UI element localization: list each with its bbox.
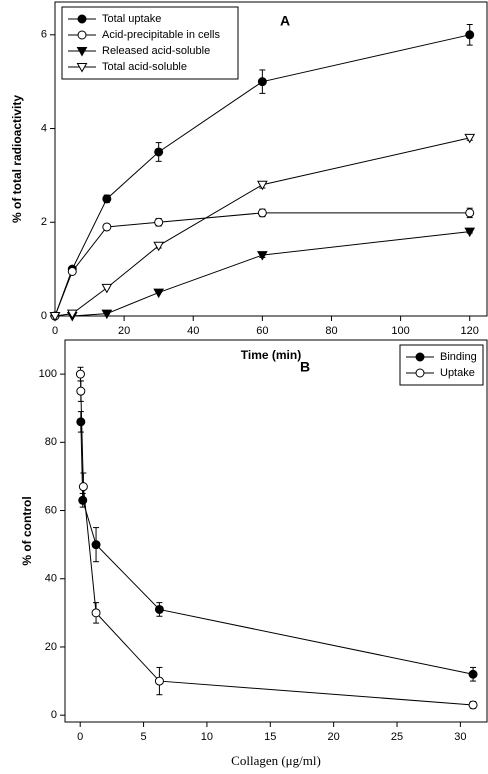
- y-tick-label: 0: [41, 310, 47, 322]
- series-line: [55, 231, 470, 317]
- marker: [465, 30, 475, 40]
- x-axis-label: Time (min): [241, 348, 301, 362]
- legend-marker: [77, 14, 87, 24]
- series-line: [54, 137, 470, 317]
- series-line: [80, 421, 474, 675]
- legend-label: Uptake: [440, 367, 475, 379]
- x-tick-label: 40: [187, 325, 199, 337]
- x-tick-label: 25: [391, 731, 403, 743]
- legend-label: Total acid-soluble: [102, 61, 187, 73]
- marker: [154, 676, 164, 686]
- y-tick-label: 80: [45, 436, 57, 448]
- marker: [154, 147, 164, 157]
- marker: [102, 222, 112, 232]
- panel: 0 20 40 60 80 100 120 0 2 4 6 Time (min) % of total …: [10, 1, 488, 362]
- y-tick-label: 60: [45, 504, 57, 516]
- marker: [153, 288, 165, 299]
- marker: [257, 251, 268, 261]
- x-tick-label: 120: [461, 325, 479, 337]
- marker: [464, 133, 476, 144]
- legend-marker: [76, 47, 88, 57]
- x-tick-label: 0: [52, 325, 58, 337]
- marker: [49, 312, 61, 322]
- x-tick-label: 30: [454, 731, 466, 743]
- y-tick-label: 20: [45, 641, 57, 653]
- marker: [468, 700, 478, 710]
- y-axis-label: % of total radioactivity: [10, 95, 24, 223]
- marker: [468, 669, 478, 679]
- x-axis-label: Collagen (μg/ml): [231, 753, 321, 768]
- marker: [102, 194, 112, 204]
- panel: 0 5 10 15 20 25 30 0 20 40 60 80 100 Collagen (μg/ml)…: [20, 339, 488, 768]
- legend-marker: [415, 368, 425, 378]
- legend-label: Released acid-soluble: [102, 45, 210, 57]
- marker: [154, 217, 164, 227]
- x-tick-label: 60: [256, 325, 268, 337]
- y-tick-label: 6: [41, 29, 47, 41]
- legend-label: Acid-precipitable in cells: [102, 29, 220, 41]
- y-tick-label: 4: [41, 122, 47, 134]
- marker: [257, 77, 267, 87]
- panel-label: A: [280, 13, 290, 29]
- marker: [257, 180, 268, 191]
- legend-marker: [76, 63, 88, 73]
- marker: [464, 227, 476, 238]
- marker: [76, 417, 86, 427]
- y-axis-label: % of control: [20, 496, 34, 565]
- x-tick-label: 100: [391, 325, 409, 337]
- legend: Binding Uptake: [399, 344, 484, 386]
- x-tick-label: 15: [264, 731, 276, 743]
- x-tick-label: 80: [325, 325, 337, 337]
- x-tick-label: 20: [328, 731, 340, 743]
- plot-frame: [64, 339, 488, 723]
- marker: [153, 241, 165, 252]
- marker: [78, 482, 88, 492]
- marker: [91, 608, 101, 618]
- marker: [101, 309, 113, 320]
- y-tick-label: 2: [41, 216, 47, 228]
- legend: Total uptake Acid-precipitable in cells Re…: [61, 6, 239, 80]
- marker: [91, 540, 101, 550]
- marker: [66, 309, 78, 320]
- marker: [76, 386, 86, 396]
- legend-label: Binding: [440, 351, 477, 363]
- legend-marker: [77, 30, 87, 40]
- marker: [465, 208, 475, 218]
- series-line: [54, 212, 470, 317]
- panel-label: B: [300, 359, 310, 375]
- plot-frame: [54, 1, 488, 317]
- legend-label: Total uptake: [102, 13, 161, 25]
- y-tick-label: 40: [45, 573, 57, 585]
- marker: [75, 369, 85, 379]
- x-tick-label: 20: [118, 325, 130, 337]
- legend-marker: [415, 352, 425, 362]
- x-tick-label: 10: [201, 731, 213, 743]
- series-line: [79, 374, 474, 706]
- marker: [154, 604, 164, 614]
- marker: [101, 283, 113, 294]
- x-tick-label: 5: [141, 731, 147, 743]
- series-line: [54, 34, 470, 317]
- y-tick-label: 0: [51, 709, 57, 721]
- legend-box: [399, 344, 484, 386]
- y-tick-label: 100: [39, 368, 57, 380]
- marker: [67, 266, 77, 276]
- x-tick-label: 0: [77, 731, 83, 743]
- marker: [257, 208, 267, 218]
